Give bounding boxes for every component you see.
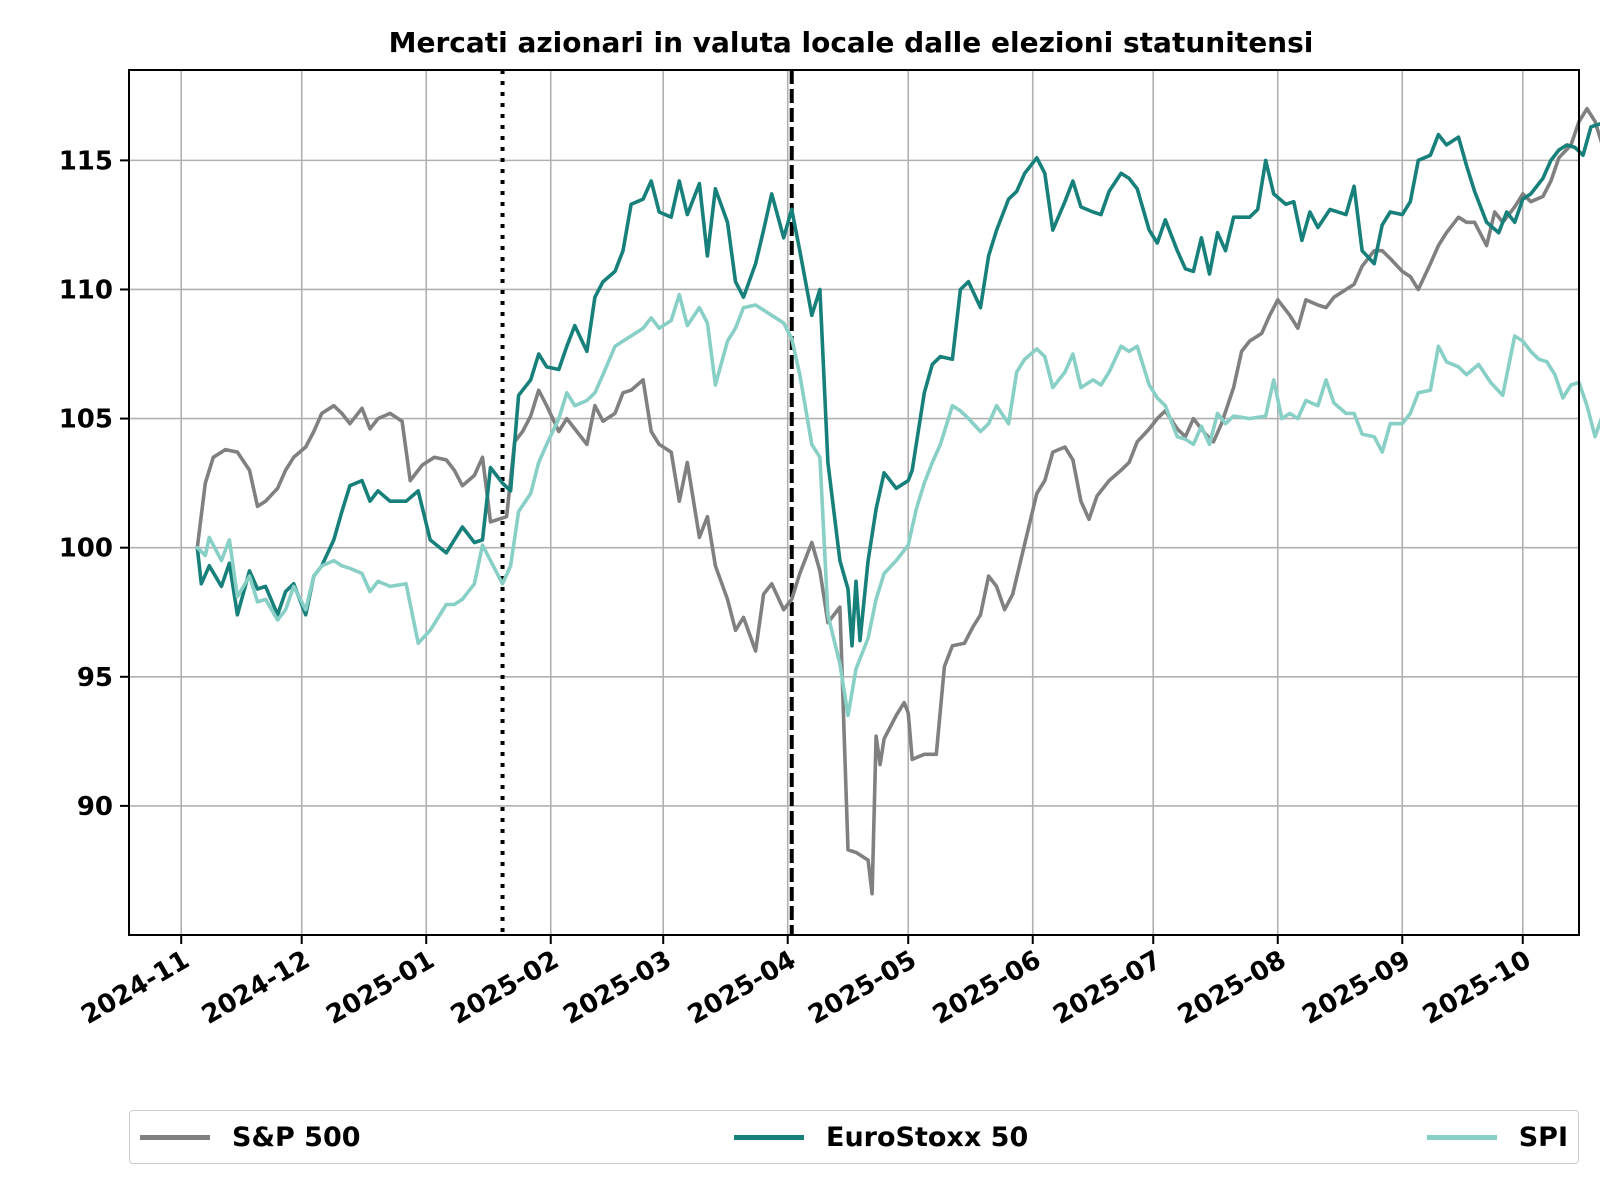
x-tick-label: 2025-05 xyxy=(803,945,921,1031)
legend: S&P 500 EuroStoxx 50 SPI xyxy=(129,1110,1579,1164)
x-tick-label: 2025-01 xyxy=(321,945,439,1031)
y-tick-label: 95 xyxy=(77,663,113,693)
series-line-eurostoxx50 xyxy=(195,122,1600,648)
y-tick-label: 100 xyxy=(59,534,113,564)
x-tick-label: 2025-06 xyxy=(928,945,1046,1031)
y-axis: 90 95 100 105 110 115 xyxy=(59,146,129,822)
series-lines xyxy=(195,106,1600,896)
legend-label-eurostoxx50: EuroStoxx 50 xyxy=(826,1121,1029,1153)
series-line-spi xyxy=(195,292,1600,718)
legend-item-eurostoxx50: EuroStoxx 50 xyxy=(734,1111,1028,1163)
series-line-sp500 xyxy=(195,106,1600,896)
legend-item-sp500: S&P 500 xyxy=(140,1111,361,1163)
chart-title: Mercati azionari in valuta locale dalle … xyxy=(389,26,1314,59)
legend-item-spi: SPI xyxy=(1426,1111,1568,1163)
legend-swatch-sp500 xyxy=(140,1134,210,1140)
x-tick-label: 2025-09 xyxy=(1297,945,1415,1031)
y-tick-label: 115 xyxy=(59,146,113,176)
legend-swatch-spi xyxy=(1426,1134,1497,1140)
x-tick-label: 2025-10 xyxy=(1418,945,1536,1031)
x-tick-label: 2025-02 xyxy=(446,945,564,1031)
y-tick-label: 90 xyxy=(77,792,113,822)
legend-swatch-eurostoxx50 xyxy=(734,1134,804,1140)
plot-area-frame xyxy=(128,69,1580,936)
legend-label-spi: SPI xyxy=(1518,1121,1568,1153)
x-tick-label: 2024-12 xyxy=(197,945,315,1031)
x-tick-label: 2024-11 xyxy=(76,945,194,1031)
x-tick-label: 2025-07 xyxy=(1048,945,1166,1031)
y-tick-label: 105 xyxy=(59,405,113,435)
legend-label-sp500: S&P 500 xyxy=(232,1121,361,1153)
x-tick-label: 2025-04 xyxy=(683,945,801,1031)
x-tick-label: 2025-03 xyxy=(558,945,676,1031)
x-tick-label: 2025-08 xyxy=(1173,945,1291,1031)
y-tick-label: 110 xyxy=(59,275,113,305)
